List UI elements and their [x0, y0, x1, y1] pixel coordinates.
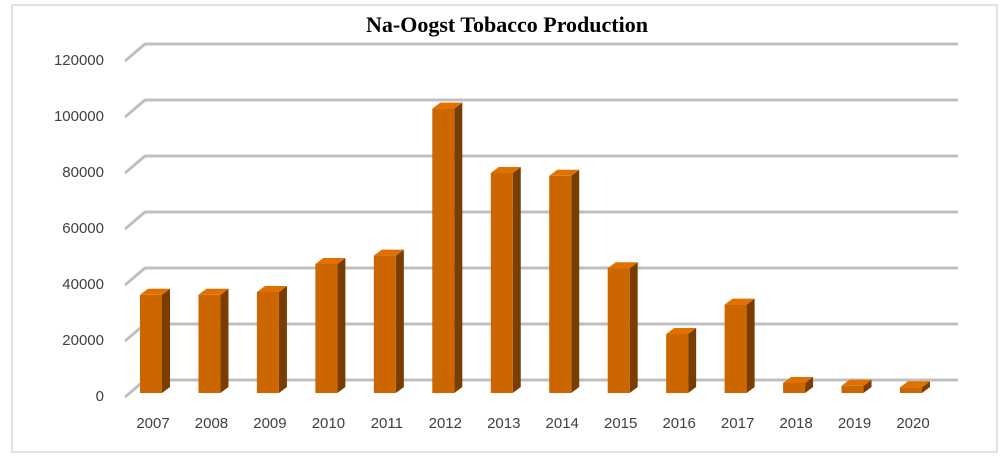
- y-tick-label: 20000: [62, 332, 104, 349]
- bar-top: [549, 169, 580, 176]
- bar: [783, 383, 806, 393]
- bar-side: [512, 167, 521, 393]
- y-tick-label: 120000: [54, 52, 104, 69]
- bar-side: [629, 262, 638, 393]
- bar-side: [220, 288, 229, 393]
- bar-side: [922, 381, 930, 393]
- y-tick-label: 60000: [62, 220, 104, 237]
- bar-top: [900, 381, 930, 388]
- bar-top: [666, 328, 697, 334]
- bar: [490, 173, 513, 393]
- bar-top: [198, 288, 229, 295]
- bar-top: [724, 298, 755, 305]
- x-tick-label: 2018: [779, 415, 812, 432]
- x-tick-label: 2008: [195, 415, 228, 432]
- bar-side: [454, 102, 463, 393]
- x-tick-label: 2007: [136, 415, 169, 432]
- y-tick-label: 0: [96, 388, 104, 405]
- x-tick-label: 2012: [429, 415, 462, 432]
- bar: [607, 268, 630, 393]
- bar: [198, 294, 221, 393]
- bar: [315, 264, 338, 393]
- grid-line: [124, 42, 958, 63]
- y-tick-label: 100000: [54, 108, 104, 125]
- grid-line: [124, 154, 958, 175]
- bar: [724, 304, 747, 393]
- bar-side: [278, 286, 287, 393]
- bar-top: [140, 288, 170, 295]
- x-tick-label: 2015: [604, 415, 637, 432]
- bar-top: [432, 102, 463, 109]
- x-tick-label: 2014: [546, 415, 579, 432]
- x-tick-label: 2020: [896, 415, 929, 432]
- x-tick-label: 2017: [721, 415, 754, 432]
- bar-side: [863, 379, 872, 393]
- x-tick-label: 2010: [312, 415, 345, 432]
- bar-top: [490, 167, 521, 173]
- x-tick-label: 2019: [838, 415, 871, 432]
- grid-line: [124, 266, 958, 287]
- bar-side: [805, 377, 814, 393]
- bar-side: [162, 288, 170, 393]
- y-tick-label: 40000: [62, 276, 104, 293]
- x-tick-label: 2013: [487, 415, 520, 432]
- chart-title: Na-Oogst Tobacco Production: [366, 12, 648, 37]
- bar-top: [256, 286, 287, 292]
- bar-side: [746, 298, 755, 393]
- bar: [140, 294, 162, 393]
- x-tick-label: 2009: [253, 415, 286, 432]
- grid-line: [124, 98, 958, 119]
- bar: [432, 108, 455, 393]
- bar-top: [783, 377, 814, 383]
- bar-top: [315, 258, 346, 264]
- bar-top: [607, 262, 638, 269]
- bar: [256, 292, 279, 393]
- grid-line: [124, 210, 958, 231]
- y-tick-label: 80000: [62, 164, 104, 181]
- x-tick-label: 2016: [662, 415, 695, 432]
- bar-top: [373, 249, 404, 256]
- bar: [900, 387, 922, 393]
- bar-top: [841, 379, 872, 386]
- bar-side: [395, 249, 404, 393]
- x-tick-label: 2011: [371, 415, 403, 432]
- bar-side: [688, 328, 697, 393]
- bar-side: [337, 258, 346, 393]
- bar-side: [571, 169, 580, 393]
- bar: [841, 385, 864, 393]
- bar: [549, 175, 572, 393]
- bar: [666, 334, 689, 393]
- bar: [373, 255, 396, 393]
